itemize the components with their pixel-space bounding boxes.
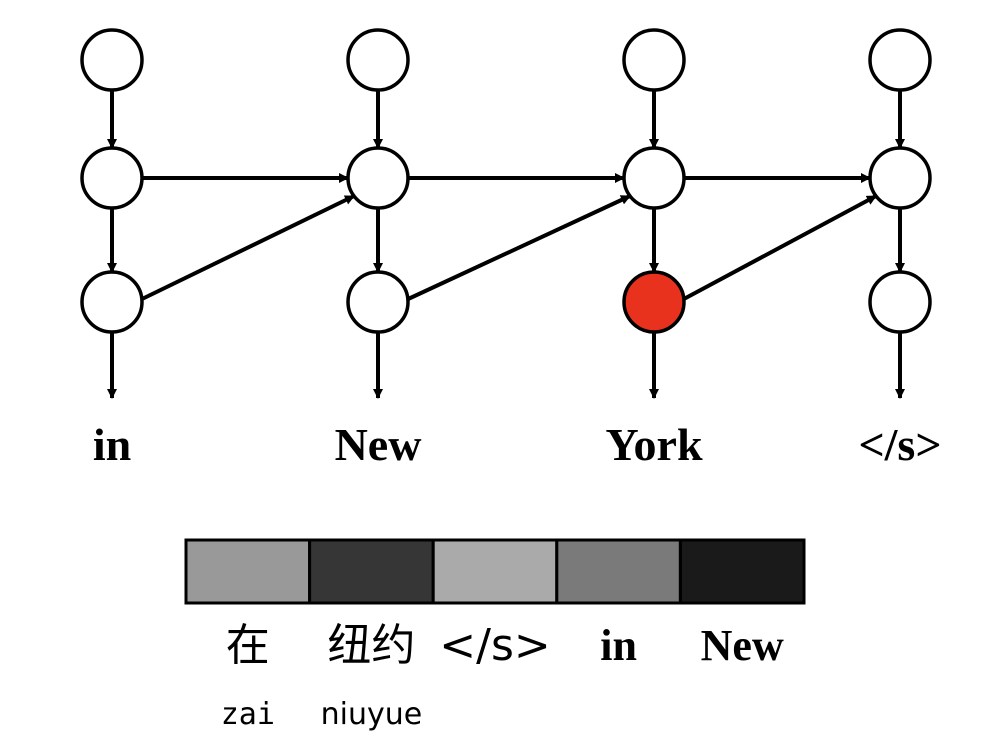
node bbox=[868, 270, 932, 334]
pinyin-label: zai bbox=[221, 697, 275, 732]
output-token: New bbox=[335, 419, 422, 470]
attention-cell bbox=[678, 538, 806, 605]
node bbox=[80, 146, 144, 210]
highlighted-node bbox=[622, 270, 686, 334]
node bbox=[346, 270, 410, 334]
attention-cell bbox=[308, 538, 435, 605]
attention-cell bbox=[184, 538, 312, 605]
feedback-arrow bbox=[681, 194, 877, 302]
node bbox=[346, 146, 410, 210]
node bbox=[80, 28, 144, 92]
output-token: </s> bbox=[858, 419, 941, 470]
node bbox=[868, 146, 932, 210]
pinyin-label: niuyue bbox=[321, 697, 423, 732]
feedback-arrow bbox=[405, 194, 631, 302]
feedback-arrow bbox=[139, 194, 355, 302]
source-token: </s> bbox=[439, 620, 550, 671]
source-token: 纽约 bbox=[327, 620, 415, 671]
source-token: New bbox=[701, 621, 784, 670]
node bbox=[80, 270, 144, 334]
node bbox=[346, 28, 410, 92]
node bbox=[622, 28, 686, 92]
attention-cell bbox=[431, 538, 559, 605]
source-token: in bbox=[600, 621, 637, 670]
output-token: York bbox=[605, 419, 703, 470]
node bbox=[622, 146, 686, 210]
attention-cell bbox=[555, 538, 682, 605]
output-token: in bbox=[93, 419, 131, 470]
source-token: 在 bbox=[226, 620, 270, 671]
node bbox=[868, 28, 932, 92]
